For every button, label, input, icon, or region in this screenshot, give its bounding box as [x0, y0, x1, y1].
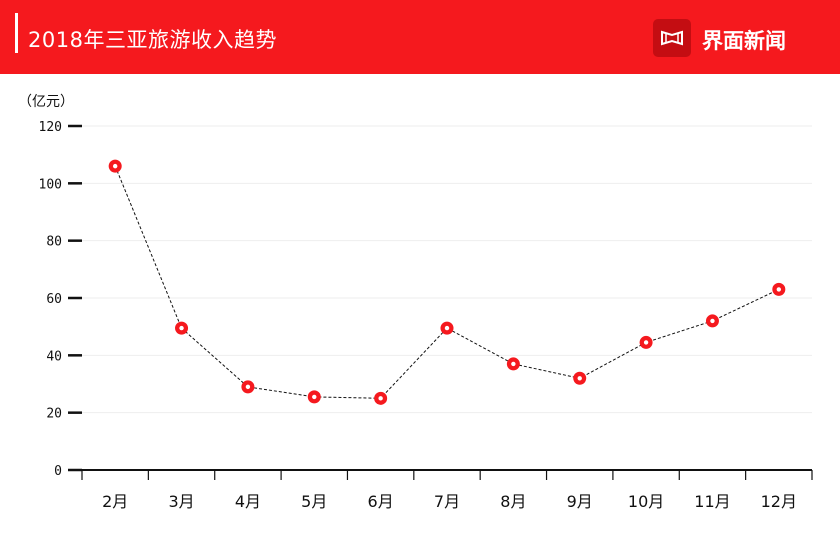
x-tick-label: 7月 — [434, 492, 460, 511]
data-point-center — [577, 376, 582, 381]
data-point-center — [245, 384, 251, 390]
data-point-center — [378, 396, 383, 401]
data-point — [705, 314, 719, 328]
data-point — [639, 335, 653, 349]
data-point-center — [643, 340, 649, 345]
x-tick-label: 5月 — [301, 492, 327, 511]
y-tick-label: 60 — [46, 292, 62, 307]
series-line — [114, 165, 780, 399]
data-points — [108, 159, 786, 405]
data-point — [772, 282, 786, 296]
x-tick-label: 6月 — [368, 492, 394, 511]
data-point-center — [444, 325, 450, 331]
x-tick-labels: 2月 3月 4月 5月 6月 7月 8月 9月 10月 11月 12月 — [102, 492, 797, 511]
y-tick-label: 20 — [46, 407, 62, 422]
y-tick-label: 100 — [39, 177, 62, 192]
chart-title: 2018年三亚旅游收入趋势 — [28, 28, 277, 52]
data-point-center — [710, 318, 715, 324]
data-point — [506, 357, 520, 371]
data-point — [175, 321, 189, 335]
data-point — [307, 390, 321, 404]
data-point-center — [312, 394, 317, 400]
y-tick-label: 0 — [54, 464, 62, 479]
line-chart: 0 20 40 60 80 100 120 2月 3月 4月 5月 6月 7月 8月 9月 10月 11月 12… — [0, 74, 840, 535]
y-tick-labels: 0 20 40 60 80 100 120 — [39, 120, 62, 479]
x-tick-label: 10月 — [628, 492, 664, 511]
header-banner: 2018年三亚旅游收入趋势 界面新闻 — [0, 0, 840, 74]
data-point — [374, 391, 388, 405]
x-tick-label: 11月 — [694, 492, 730, 511]
title-accent-bar — [15, 13, 18, 53]
axes — [68, 124, 813, 480]
x-tick-label: 4月 — [235, 492, 261, 511]
data-point-center — [112, 163, 118, 169]
y-tick-label: 80 — [46, 235, 62, 250]
x-tick-label: 12月 — [761, 492, 797, 511]
grid-lines — [82, 125, 812, 414]
x-tick-label: 8月 — [500, 492, 526, 511]
brand-name: 界面新闻 — [702, 29, 786, 53]
y-tick-label: 120 — [39, 120, 62, 135]
x-tick-label: 3月 — [168, 492, 194, 511]
x-tick-label: 9月 — [567, 492, 593, 511]
jiemian-logo-icon — [653, 19, 691, 57]
y-unit-label: （亿元） — [18, 94, 74, 110]
y-tick-label: 40 — [46, 349, 62, 364]
data-point-center — [511, 361, 516, 367]
data-point — [440, 321, 454, 335]
data-point-center — [179, 325, 184, 331]
data-point — [573, 371, 587, 385]
data-point-center — [776, 287, 782, 292]
data-point — [241, 380, 255, 394]
x-tick-label: 2月 — [102, 492, 128, 511]
data-point — [108, 159, 122, 173]
